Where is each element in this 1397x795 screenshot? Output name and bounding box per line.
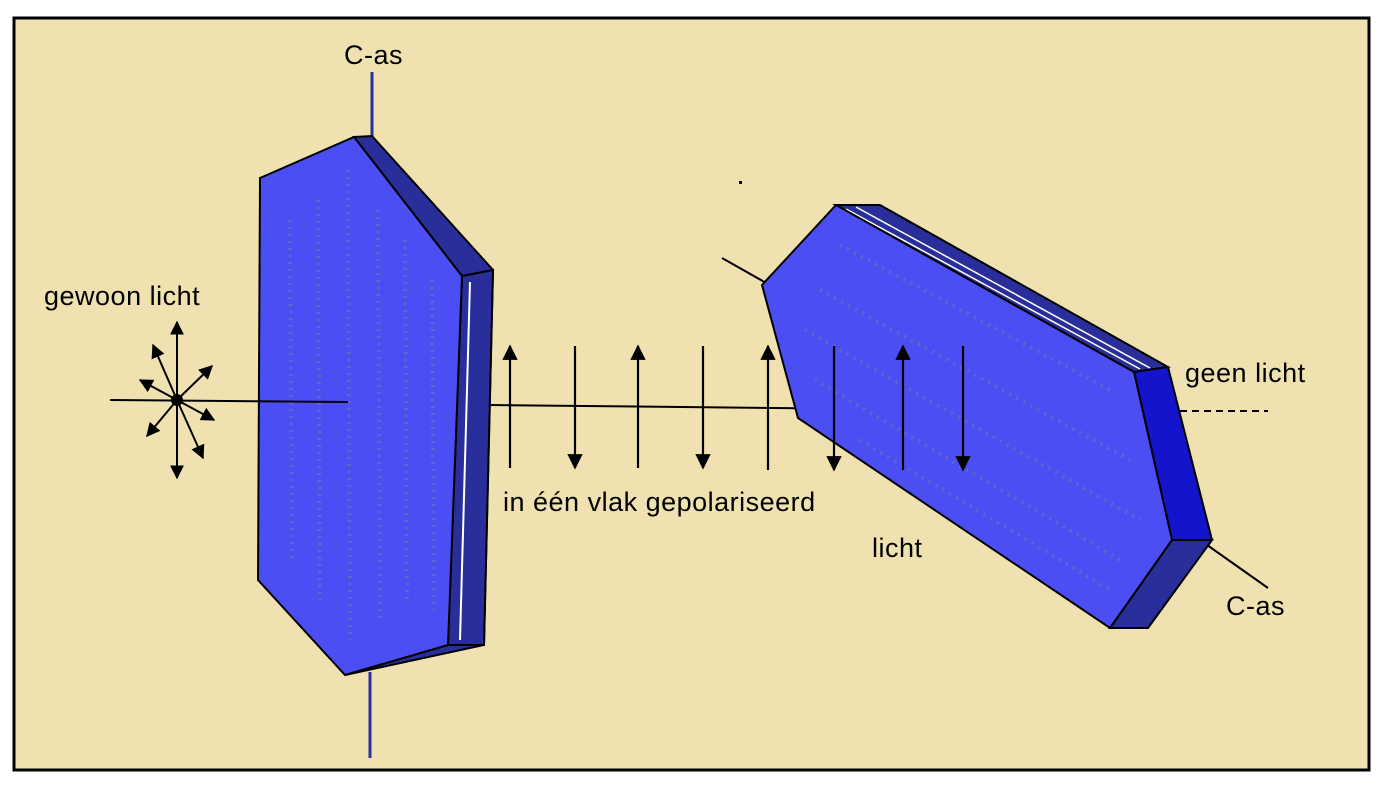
analyzer-crystal	[721, 203, 1269, 630]
polarizer-crystal	[256, 72, 495, 758]
c-axis-line-lower-right	[1199, 539, 1269, 589]
polarizer-front-face	[256, 135, 464, 677]
c-axis-line-upper-right	[721, 257, 769, 285]
ordinary-light-label: gewoon licht	[44, 281, 201, 311]
polarizer-texture	[288, 169, 436, 641]
stray-dot	[739, 181, 742, 184]
polarizer-edge-highlight	[459, 281, 471, 641]
c-axis-label-left: C-as	[344, 40, 404, 70]
c-axis-label-right: C-as	[1226, 591, 1286, 621]
light-vibration-star	[138, 320, 216, 480]
vibration-arrows	[502, 344, 971, 472]
analyzer-front-face	[760, 203, 1174, 630]
polarized-light-label-line2: licht	[872, 533, 923, 563]
no-light-label: geen licht	[1185, 358, 1306, 388]
polarized-light-label: in één vlak gepolariseerd	[503, 487, 816, 517]
incoming-ray	[109, 399, 349, 403]
